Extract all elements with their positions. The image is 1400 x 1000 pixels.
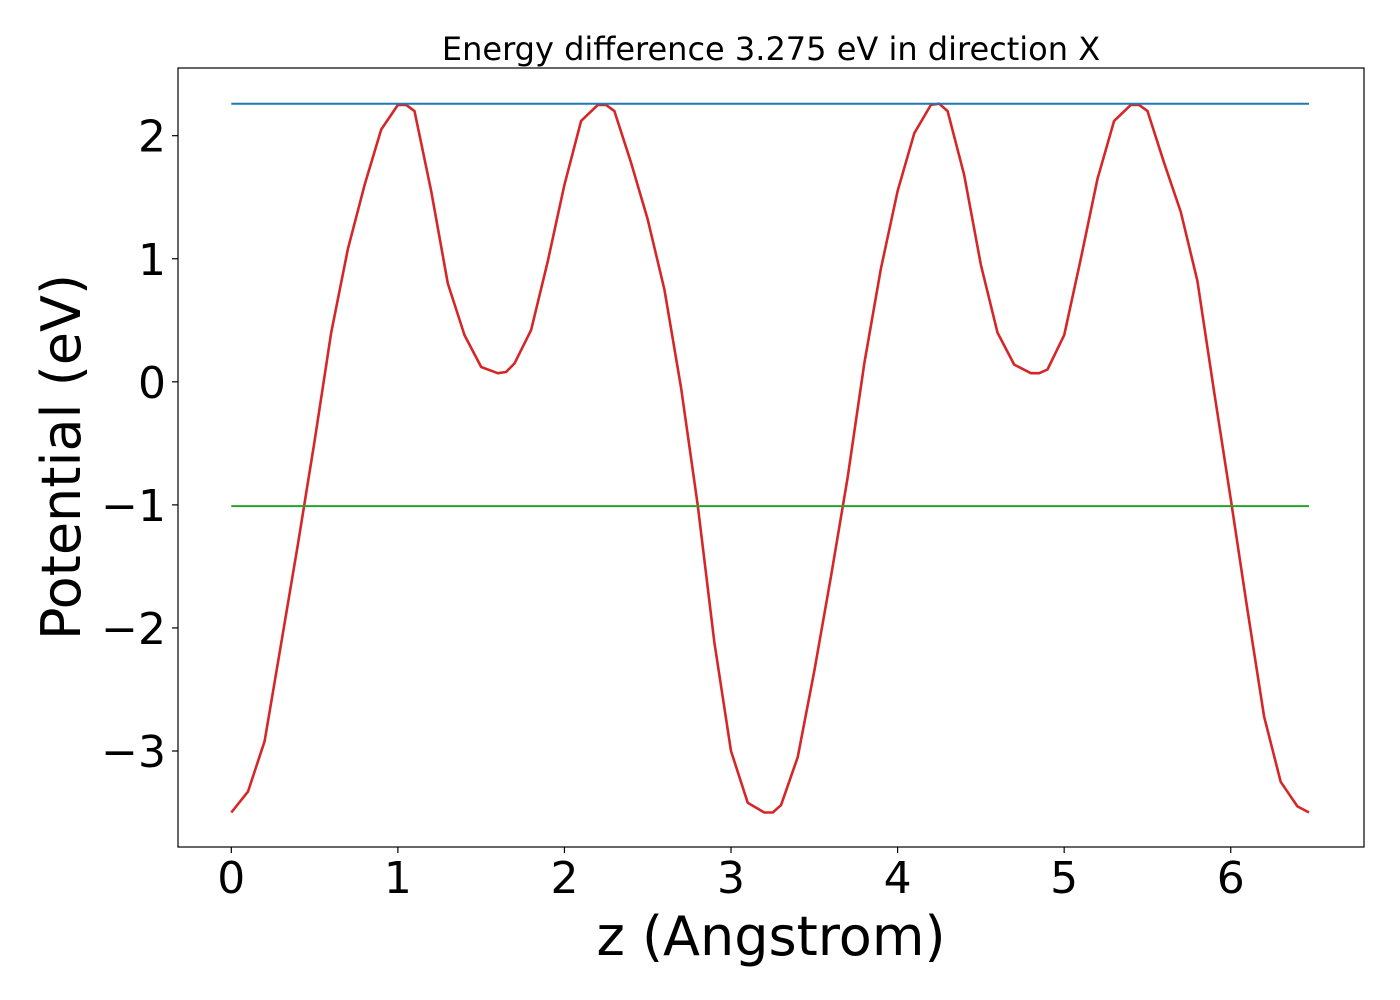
y-tick-label: −1 bbox=[101, 481, 166, 532]
x-tick-label: 2 bbox=[550, 853, 578, 904]
y-tick-label: −3 bbox=[101, 727, 166, 778]
x-axis-label: z (Angstrom) bbox=[596, 905, 945, 968]
y-axis-ticks: −3 −2 −1 0 1 2 bbox=[101, 112, 178, 778]
plot-frame bbox=[177, 67, 1365, 848]
y-tick-label: 1 bbox=[138, 235, 166, 286]
potential-curve bbox=[230, 102, 1310, 814]
x-axis-ticks: 0 1 2 3 4 5 6 bbox=[217, 847, 1245, 904]
x-tick-label: 3 bbox=[717, 853, 745, 904]
chart-title: Energy difference 3.275 eV in direction … bbox=[442, 30, 1100, 68]
series-layer bbox=[230, 102, 1310, 814]
x-tick-label: 1 bbox=[384, 853, 412, 904]
y-tick-label: −2 bbox=[101, 604, 166, 655]
x-tick-label: 6 bbox=[1217, 853, 1245, 904]
y-tick-label: 0 bbox=[138, 358, 166, 409]
x-tick-label: 5 bbox=[1050, 853, 1078, 904]
x-tick-label: 4 bbox=[884, 853, 912, 904]
x-tick-label: 0 bbox=[217, 853, 245, 904]
y-axis-label: Potential (eV) bbox=[30, 274, 93, 640]
y-tick-label: 2 bbox=[138, 112, 166, 163]
